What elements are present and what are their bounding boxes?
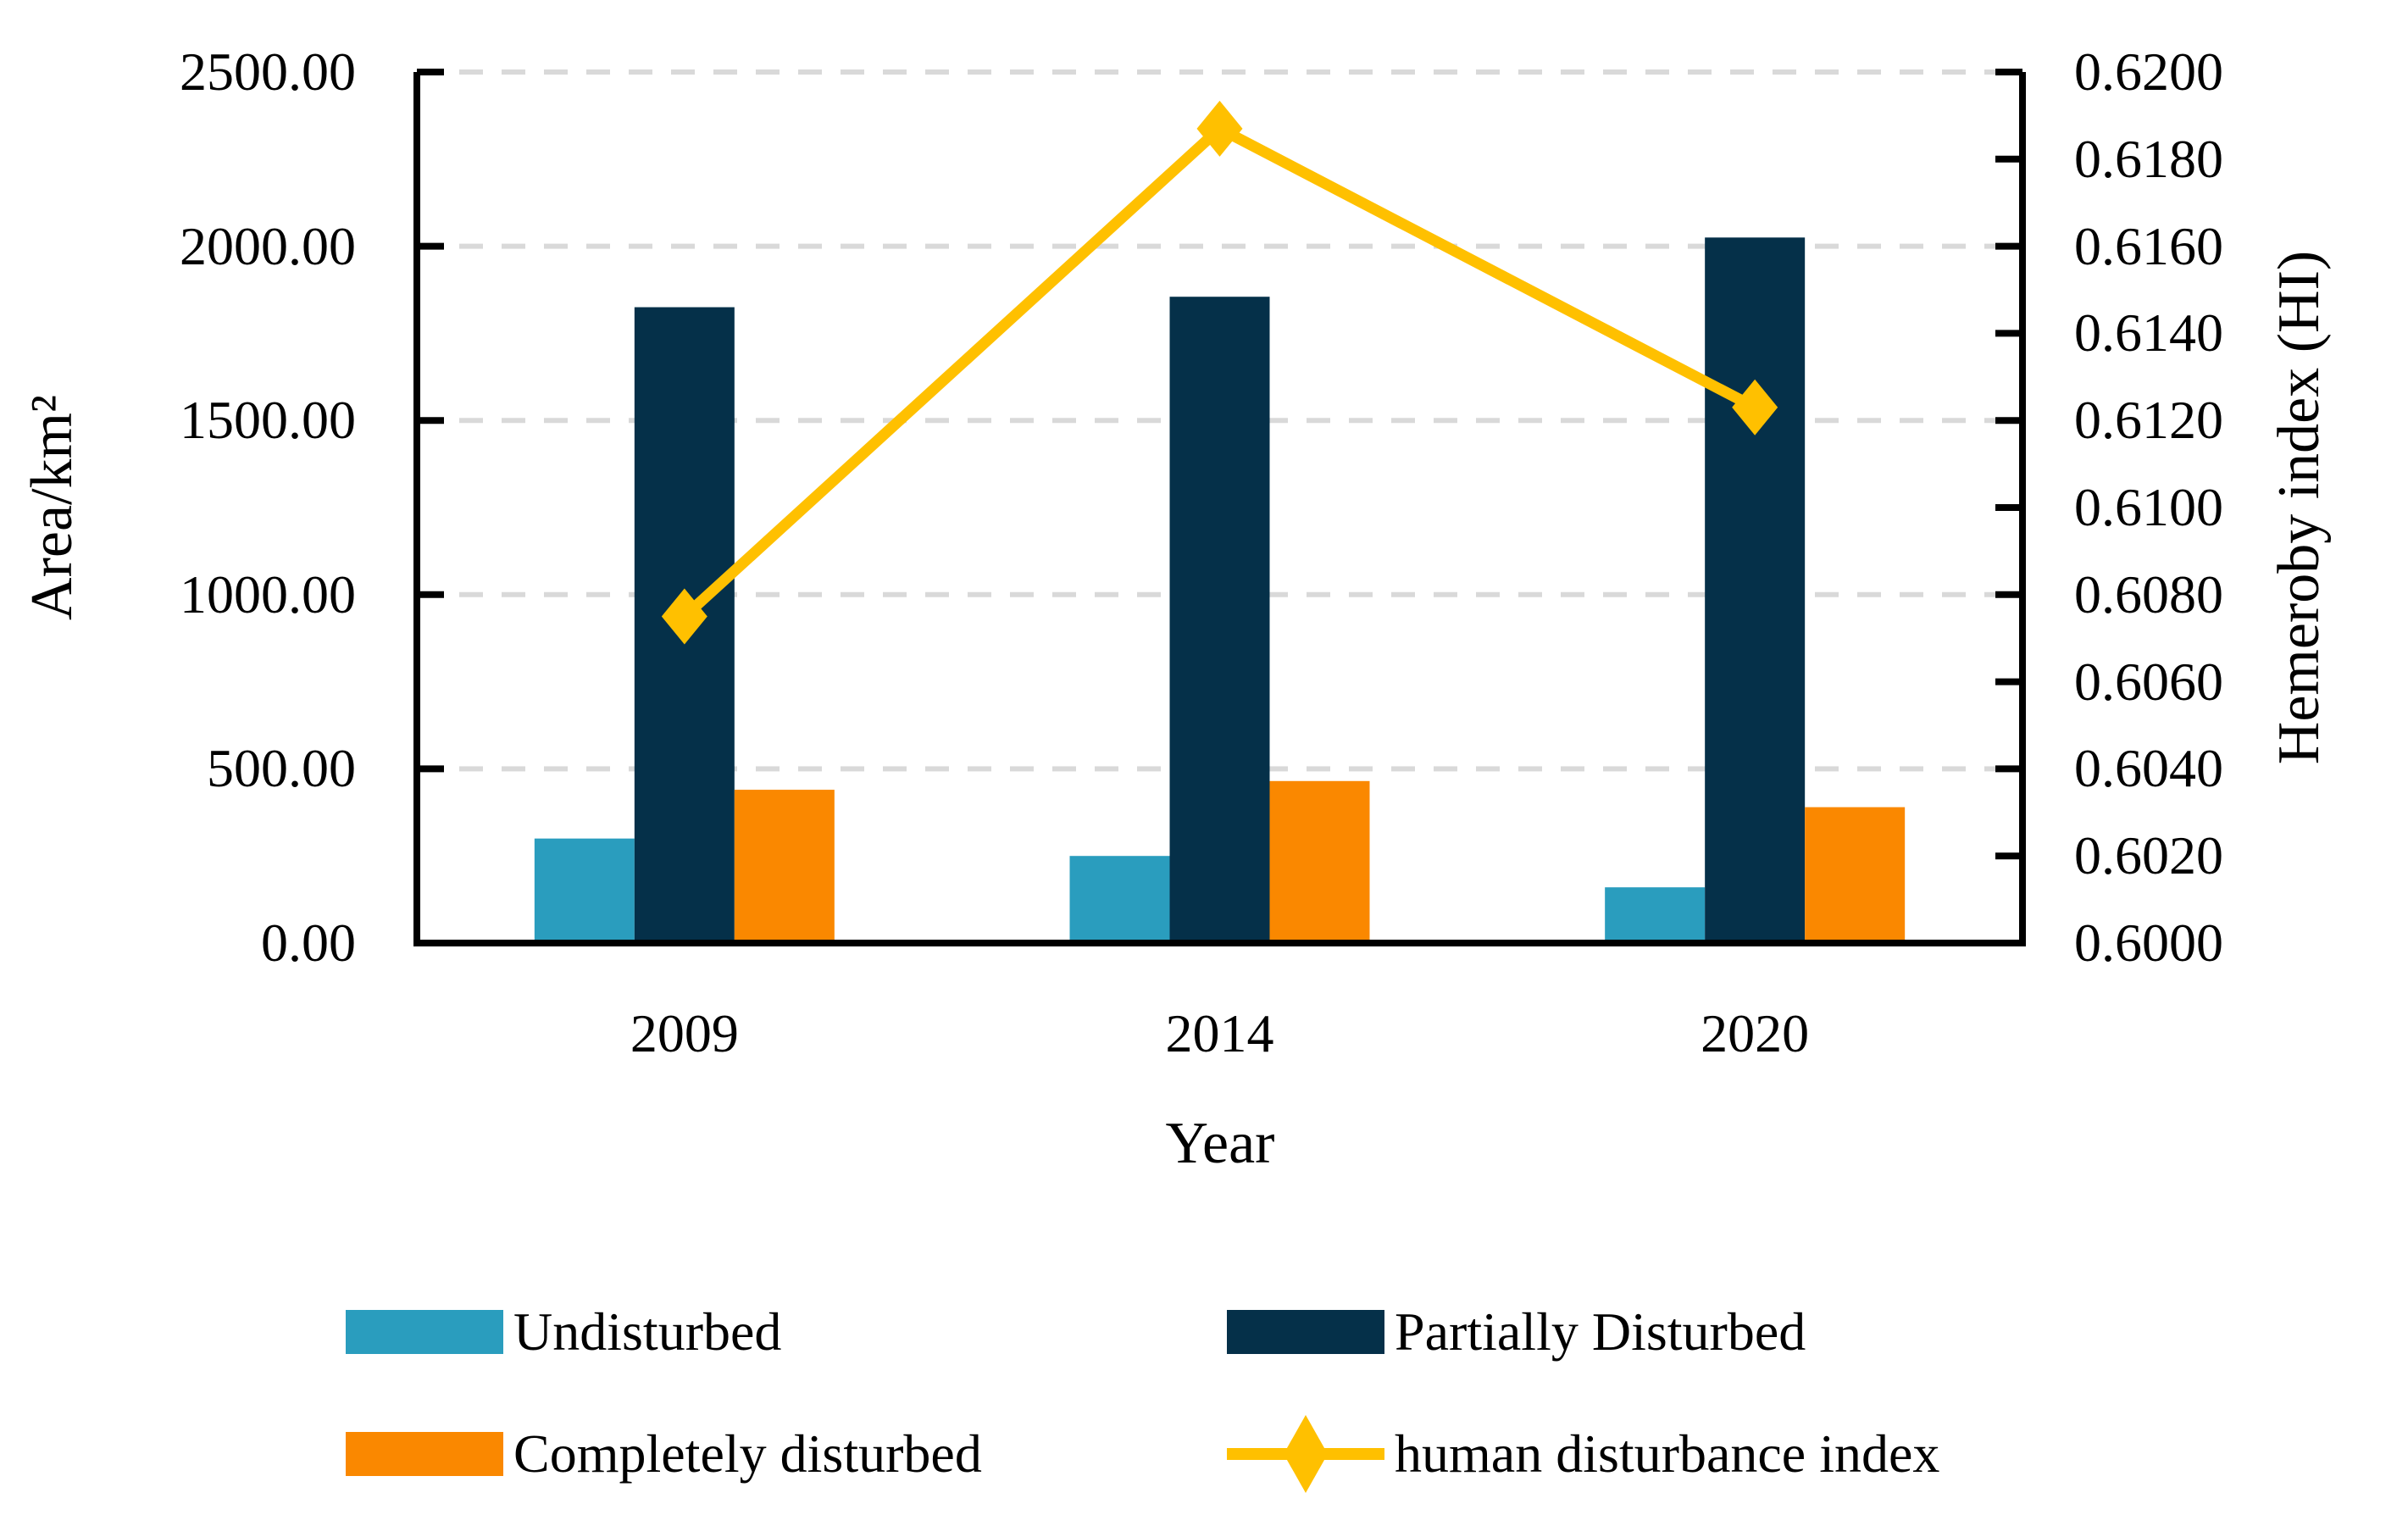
y2-axis-tick-label: 0.6000 [2074,913,2223,973]
y2-axis-tick-label: 0.6020 [2074,825,2223,886]
bar-undisturbed-2014 [1069,856,1170,943]
legend-swatch-undisturbed [346,1310,503,1354]
y2-axis-tick-label: 0.6160 [2074,215,2223,276]
x-axis-tick-label: 2020 [1701,1003,1810,1063]
bar-partially-disturbed-2014 [1169,297,1270,943]
hdi-marker-2014 [1196,100,1243,157]
x-axis-tick-label: 2014 [1165,1003,1274,1063]
y-axis-tick-label: 500.00 [207,738,356,799]
y-axis-tick-label: 2500.00 [180,42,356,102]
hdi-marker-2009 [661,588,707,645]
y2-axis-tick-label: 0.6100 [2074,477,2223,537]
legend-swatch-partially-disturbed [1227,1310,1384,1354]
bar-completely-disturbed-2009 [734,790,835,943]
y2-axis-tick-label: 0.6060 [2074,651,2223,712]
y-axis-tick-label: 1000.00 [180,563,356,624]
y-axis-title-right: Hemeroby index (HI) [2267,250,2332,765]
y2-axis-tick-label: 0.6140 [2074,302,2223,363]
x-axis-tick-label: 2009 [630,1003,739,1063]
bar-completely-disturbed-2020 [1805,807,1906,943]
y2-axis-tick-label: 0.6200 [2074,42,2223,102]
legend-label-partially-disturbed: Partially Disturbed [1395,1301,1806,1362]
legend-label-completely-disturbed: Completely disturbed [513,1423,982,1484]
bar-undisturbed-2020 [1605,887,1706,943]
legend-swatch-completely-disturbed [346,1432,503,1476]
y-axis-tick-label: 1500.00 [180,390,356,451]
bar-completely-disturbed-2014 [1269,780,1370,943]
y2-axis-tick-label: 0.6040 [2074,738,2223,799]
legend-label-human-disturbance-index: human disturbance index [1395,1423,1940,1484]
y2-axis-tick-label: 0.6080 [2074,563,2223,624]
y2-axis-tick-label: 0.6180 [2074,128,2223,189]
hdi-marker-2020 [1732,379,1778,436]
y-axis-tick-label: 2000.00 [180,215,356,276]
bar-undisturbed-2009 [534,838,635,943]
y-axis-tick-label: 0.00 [261,913,356,973]
y-axis-title-left: Area/km² [19,395,85,620]
x-axis-title: Year [1165,1111,1275,1176]
y2-axis-tick-label: 0.6120 [2074,390,2223,451]
legend-label-undisturbed: Undisturbed [513,1301,782,1362]
bar-partially-disturbed-2020 [1705,237,1806,943]
